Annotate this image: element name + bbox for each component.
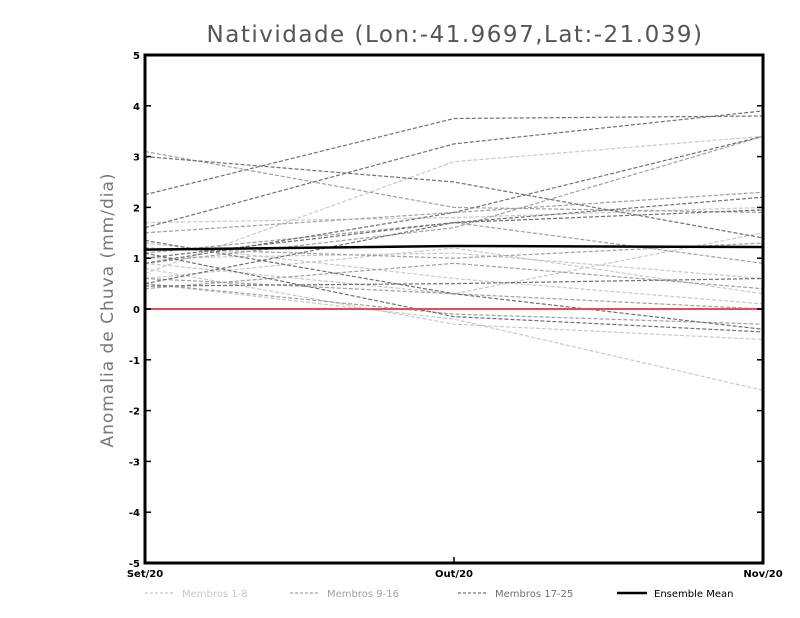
y-tick-label: -1 <box>129 356 140 367</box>
member-line-g3-7 <box>144 135 764 264</box>
member-line-g2-6 <box>144 135 764 264</box>
y-tick-label: 2 <box>133 203 140 214</box>
member-line-g1-7 <box>144 247 764 295</box>
y-axis: 5 4 3 2 1 0 -1 -2 -3 -4 -5 <box>129 51 763 570</box>
member-line-g3-2 <box>144 156 764 239</box>
member-line-g1-4 <box>144 252 764 280</box>
member-line-g1-5 <box>144 267 764 341</box>
member-line-g1-2 <box>144 206 764 224</box>
legend: Membros 1-8 Membros 9-16 Membros 17-25 Ense… <box>145 589 733 600</box>
member-line-g3-9 <box>144 209 764 285</box>
member-line-g2-1 <box>144 150 764 214</box>
legend-label: Ensemble Mean <box>654 589 733 600</box>
plot-lines <box>144 110 764 391</box>
member-line-g3-6 <box>144 277 764 287</box>
legend-label: Membros 1-8 <box>182 589 248 600</box>
member-line-g3-5 <box>144 239 764 330</box>
member-line-g3-1 <box>144 115 764 196</box>
y-tick-label: 0 <box>133 305 140 316</box>
chart-title: Natividade (Lon:-41.9697,Lat:-21.039) <box>207 22 704 48</box>
y-tick-label: 3 <box>133 153 140 164</box>
x-tick-label: Set/20 <box>127 569 163 580</box>
member-line-g3-3 <box>144 110 764 229</box>
legend-label: Membros 17-25 <box>495 589 573 600</box>
member-line-g1-6 <box>144 242 764 305</box>
x-tick-label: Nov/20 <box>743 569 782 580</box>
member-line-g1-3 <box>144 283 764 391</box>
member-line-g1-8 <box>144 232 764 295</box>
y-axis-label: Anomalia de Chuva (mm/dia) <box>98 172 118 447</box>
member-line-g2-5 <box>144 283 764 325</box>
member-line-g2-3 <box>144 262 764 290</box>
y-tick-label: 4 <box>133 102 140 113</box>
x-tick-label: Out/20 <box>435 569 473 580</box>
y-tick-label: -3 <box>129 457 140 468</box>
legend-label: Membros 9-16 <box>327 589 399 600</box>
member-line-g3-8 <box>144 252 764 333</box>
y-tick-label: 1 <box>133 254 140 265</box>
x-axis: Set/20 Out/20 Nov/20 <box>127 557 783 580</box>
y-tick-label: -4 <box>129 508 140 519</box>
member-line-g2-8 <box>144 221 764 264</box>
y-tick-label: 5 <box>133 51 140 62</box>
y-tick-label: -5 <box>129 559 140 570</box>
member-line-g1-1 <box>144 135 764 274</box>
y-tick-label: -2 <box>129 407 140 418</box>
ensemble-mean-line <box>144 244 764 251</box>
